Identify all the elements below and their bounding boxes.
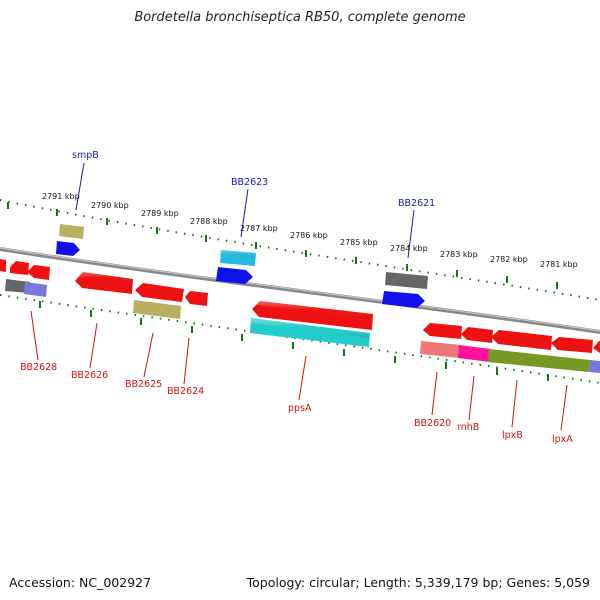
kbp-label: 2786 kbp bbox=[290, 231, 328, 240]
kbp-label: 2785 kbp bbox=[340, 238, 378, 247]
gene-red bbox=[185, 291, 208, 306]
gene-olive bbox=[133, 300, 181, 319]
scale-labels: 2791 kbp 2790 kbp 2789 kbp 2788 kbp 2787… bbox=[42, 192, 578, 269]
genome-stats-text: Topology: circular; Length: 5,339,179 bp… bbox=[247, 575, 590, 590]
gene-red bbox=[593, 341, 600, 353]
gene-label-ppsa: ppsA bbox=[288, 403, 312, 414]
kbp-label: 2791 kbp bbox=[42, 192, 80, 201]
gene-lavender bbox=[24, 282, 47, 297]
gene-red bbox=[551, 337, 593, 353]
gene-red bbox=[491, 330, 552, 350]
kbp-label: 2787 kbp bbox=[240, 224, 278, 233]
kbp-label: 2781 kbp bbox=[540, 260, 578, 269]
gene-label-lpxa: lpxA bbox=[552, 434, 573, 445]
gene-label-bb2626: BB2626 bbox=[71, 370, 108, 381]
genome-map: 2791 kbp 2790 kbp 2789 kbp 2788 kbp 2787… bbox=[0, 0, 600, 600]
kbp-label: 2790 kbp bbox=[91, 201, 129, 210]
gene-label-bb2628: BB2628 bbox=[20, 362, 57, 373]
gene-label-bb2624: BB2624 bbox=[167, 386, 204, 397]
accession-text: Accession: NC_002927 bbox=[9, 575, 151, 590]
kbp-label: 2782 kbp bbox=[490, 255, 528, 264]
kbp-label: 2788 kbp bbox=[190, 217, 228, 226]
gene-red bbox=[10, 261, 29, 275]
gene-red bbox=[135, 283, 184, 302]
gene-green bbox=[488, 349, 590, 372]
gene-gray bbox=[385, 272, 428, 289]
gene-label-rnhb: rnhB bbox=[457, 422, 479, 433]
gene-label-bb2621: BB2621 bbox=[398, 198, 435, 209]
gene-labels-bottom: BB2628 BB2626 BB2625 BB2624 ppsA BB2620 … bbox=[20, 362, 573, 445]
gene-label-bb2623: BB2623 bbox=[231, 177, 268, 188]
gene-magenta bbox=[458, 345, 491, 362]
gene-olive bbox=[59, 224, 84, 239]
gene-red bbox=[423, 323, 462, 339]
gene-red bbox=[0, 259, 6, 272]
gene-pink bbox=[420, 341, 461, 358]
gene-label-smpb: smpB bbox=[72, 150, 99, 161]
gene-blue bbox=[56, 241, 80, 256]
gene-label-bb2625: BB2625 bbox=[125, 379, 162, 390]
gene-red bbox=[27, 265, 50, 280]
kbp-label: 2783 kbp bbox=[440, 250, 478, 259]
gene-blue bbox=[382, 291, 425, 308]
gene-label-bb2620: BB2620 bbox=[414, 418, 451, 429]
gene-red bbox=[461, 327, 493, 343]
gene-blue bbox=[216, 267, 253, 284]
kbp-label: 2789 kbp bbox=[141, 209, 179, 218]
gene-lavender bbox=[589, 360, 600, 373]
gene-label-lpxb: lpxB bbox=[502, 430, 523, 441]
